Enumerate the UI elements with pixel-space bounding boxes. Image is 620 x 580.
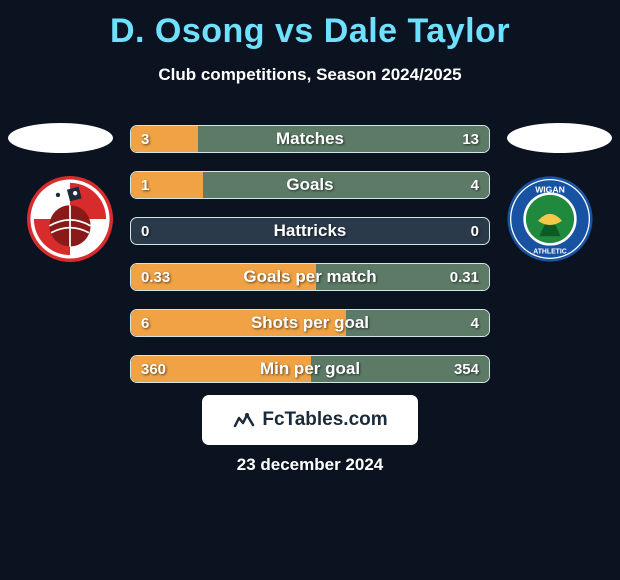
subtitle: Club competitions, Season 2024/2025 <box>0 65 620 85</box>
stat-row: 14Goals <box>130 171 490 199</box>
stats-bars-container: 313Matches 14Goals 00Hattricks 0.330.31Goal… <box>130 125 490 401</box>
brand-box: FcTables.com <box>202 395 418 445</box>
svg-text:ATHLETIC: ATHLETIC <box>533 248 567 255</box>
stat-row: 00Hattricks <box>130 217 490 245</box>
player-left-photo-placeholder <box>8 123 113 153</box>
club-badge-left <box>27 176 113 262</box>
svg-text:WIGAN: WIGAN <box>535 184 565 194</box>
stat-label: Goals per match <box>131 264 489 290</box>
club-badge-right: WIGAN ATHLETIC <box>507 176 593 262</box>
player-right-photo-placeholder <box>507 123 612 153</box>
date-label: 23 december 2024 <box>0 455 620 475</box>
stat-row: 313Matches <box>130 125 490 153</box>
stat-row: 64Shots per goal <box>130 309 490 337</box>
stat-row: 360354Min per goal <box>130 355 490 383</box>
page-title: D. Osong vs Dale Taylor <box>0 0 620 51</box>
stat-label: Matches <box>131 126 489 152</box>
stat-label: Hattricks <box>131 218 489 244</box>
brand-logo-icon <box>232 408 256 432</box>
stat-label: Min per goal <box>131 356 489 382</box>
stat-label: Goals <box>131 172 489 198</box>
stat-row: 0.330.31Goals per match <box>130 263 490 291</box>
brand-text: FcTables.com <box>262 409 387 431</box>
stat-label: Shots per goal <box>131 310 489 336</box>
